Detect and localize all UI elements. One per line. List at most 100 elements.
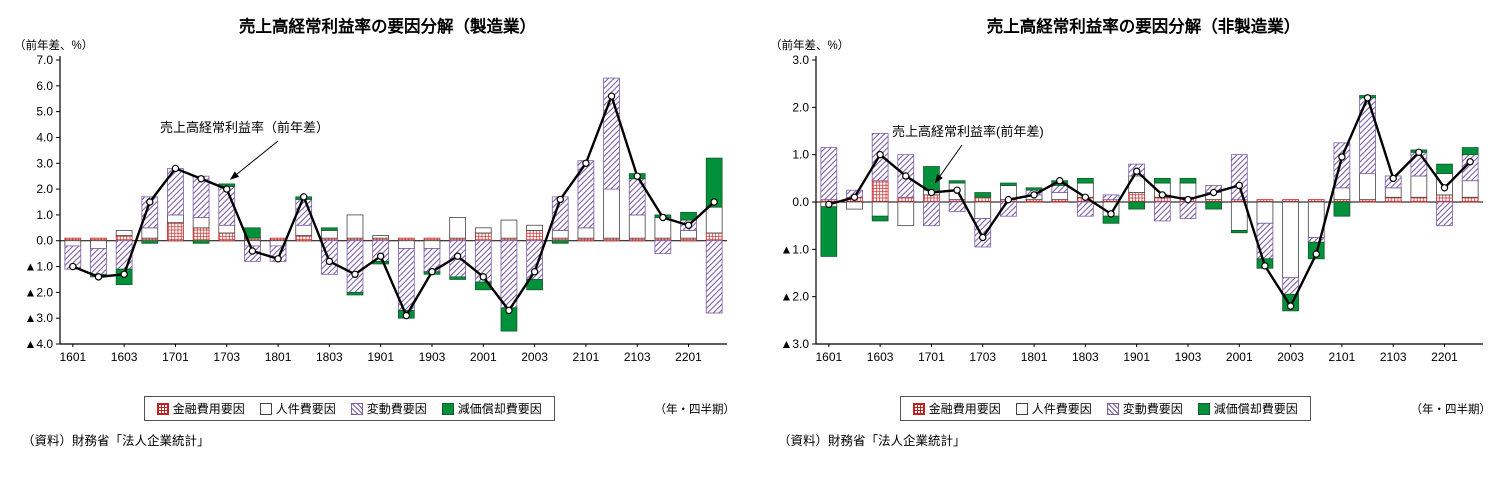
- bar-segment: [1282, 277, 1299, 295]
- bar-segment: [1153, 201, 1171, 222]
- x-tick-label: 1901: [367, 350, 394, 364]
- bar-segment: [167, 214, 184, 224]
- bar-segment: [526, 229, 543, 242]
- line-marker: [825, 200, 833, 209]
- bar-segment: [705, 232, 723, 242]
- bar-segment: [705, 157, 723, 208]
- bar-segment: [1179, 182, 1197, 198]
- legend-label: 人件費要因: [275, 402, 336, 416]
- line-marker: [1158, 191, 1167, 199]
- y-tick-label: 7.0: [36, 53, 53, 67]
- annotation-arrow: [229, 140, 279, 180]
- chart-title: 売上高経常利益率の要因分解（製造業）: [239, 18, 536, 36]
- bar-segment: [1410, 175, 1428, 198]
- x-tick-label: 2103: [624, 350, 651, 364]
- y-tick-label: 2.0: [792, 100, 809, 114]
- legend-item: 変動費要因: [1106, 400, 1183, 417]
- bar-segment: [1384, 187, 1402, 198]
- bar-segment: [820, 206, 838, 257]
- total-line-series: [825, 94, 1474, 310]
- x-tick-label: 1801: [1021, 350, 1048, 364]
- bar-segment: [1256, 201, 1274, 224]
- bar-segment: [628, 214, 646, 239]
- legend-swatch-solid: [441, 402, 454, 415]
- x-axis: 1601 1603 1701 1703 1801 1803 1901 1903 2001 2003…: [59, 240, 727, 364]
- total-line-series: [69, 92, 718, 320]
- bar-segment: [1256, 222, 1274, 260]
- x-tick-label: 1703: [213, 350, 240, 364]
- legend-label: 減価償却費要因: [1213, 402, 1298, 416]
- x-tick-label: 1703: [969, 350, 996, 364]
- line-marker: [1261, 262, 1269, 270]
- bar-segment: [192, 217, 210, 229]
- legend-row: 金融費用要因 人件費要因 変動費要因 減価償却費要因 （年・四半期）: [48, 396, 735, 421]
- bar-segment: [500, 219, 518, 239]
- bar-segment: [192, 240, 210, 244]
- line-marker: [1312, 250, 1320, 258]
- legend-label: 変動費要因: [1122, 402, 1183, 416]
- bar-segment: [192, 227, 210, 242]
- bar-segment: [974, 192, 992, 198]
- line-marker: [1004, 195, 1013, 204]
- legend-swatch-solid: [1197, 402, 1210, 415]
- line-marker: [1286, 302, 1295, 310]
- line-marker: [710, 198, 718, 206]
- bar-segment: [1436, 194, 1453, 203]
- bar-segment: [1205, 201, 1222, 210]
- bar-segment: [871, 215, 889, 222]
- legend-swatch-hatch: [1106, 402, 1119, 415]
- bar-segment: [1230, 229, 1248, 234]
- bar-segment: [577, 227, 595, 239]
- bar-segment: [321, 227, 338, 231]
- y-axis: ▲4.0 ▲3.0 ▲2.0 ▲1.0 0.0 1.0 2.0 3.0 4.0 5.0 6.0 7.0: [24, 53, 61, 351]
- bar-segment: [680, 229, 697, 239]
- line-annotation-label: 売上高経常利益率（前年差）: [160, 120, 329, 135]
- bar-segment: [680, 211, 697, 221]
- y-axis: ▲3.0 ▲2.0 ▲1.0 0.0 1.0 2.0 3.0: [780, 53, 817, 351]
- line-marker: [530, 268, 539, 276]
- x-axis-note: （年・四半期）: [1410, 403, 1492, 416]
- chart-panel-manufacturing: （前年差、%） 売上高経常利益率の要因分解（製造業） ▲4.0 ▲3.0 ▲2.0 ▲…: [4, 4, 741, 449]
- x-tick-label: 2201: [1431, 350, 1458, 364]
- bar-segment: [1025, 187, 1043, 191]
- line-marker: [402, 311, 411, 320]
- bar-segment: [974, 218, 992, 248]
- line-marker: [876, 150, 884, 159]
- bar-segment: [1128, 201, 1146, 210]
- bar-segment: [654, 240, 672, 255]
- line-marker: [146, 198, 154, 206]
- bar-segment: [167, 222, 184, 242]
- bar-segment: [1102, 194, 1120, 201]
- line-marker: [582, 159, 590, 167]
- bar-segment: [820, 147, 838, 201]
- line-marker: [1440, 184, 1449, 192]
- line-marker: [428, 268, 436, 276]
- line-marker: [1209, 188, 1218, 197]
- bar-segment: [1436, 163, 1453, 174]
- line-annotation-label: 売上高経常利益率(前年差): [892, 124, 1044, 139]
- legend: 金融費用要因 人件費要因 変動費要因 減価償却費要因: [143, 396, 555, 421]
- legend-label: 人件費要因: [1031, 402, 1092, 416]
- bar-segment: [897, 196, 915, 203]
- x-tick-label: 2001: [1226, 350, 1253, 364]
- line-marker: [1466, 158, 1474, 166]
- bar-segment: [1282, 201, 1299, 279]
- y-tick-label: ▲4.0: [24, 337, 53, 351]
- bar-segment: [295, 235, 313, 242]
- bar-segment: [871, 201, 889, 217]
- stacked-bars: [64, 77, 723, 332]
- y-axis-unit-label: （前年差、%）: [14, 40, 94, 52]
- bar-segment: [321, 229, 338, 239]
- line-marker: [351, 270, 359, 278]
- source-note: （資料）財務省「法人企業統計」: [22, 434, 210, 448]
- bar-segment: [974, 201, 992, 219]
- bar-segment: [141, 196, 159, 229]
- line-marker: [902, 172, 910, 180]
- line-marker: [325, 257, 334, 266]
- x-tick-label: 1903: [1175, 350, 1202, 364]
- legend-label: 金融費用要因: [172, 402, 245, 416]
- x-tick-label: 2201: [675, 350, 702, 364]
- line-marker: [607, 92, 616, 100]
- bar-segment: [974, 196, 992, 203]
- bar-segment: [423, 240, 441, 249]
